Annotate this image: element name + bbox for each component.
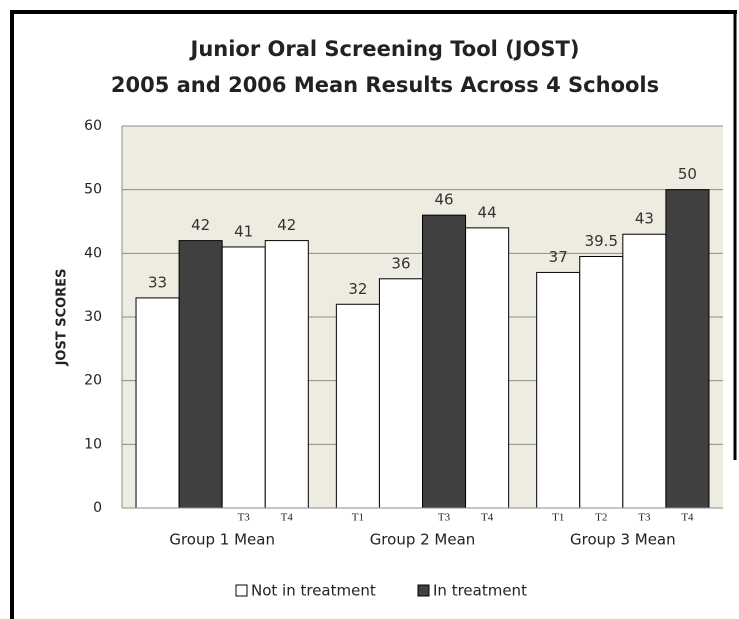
bar-label: T1: [352, 512, 364, 524]
bar: [665, 189, 710, 509]
bar: [135, 297, 180, 509]
bar: [378, 278, 424, 509]
bar-label: T1: [552, 512, 564, 524]
legend-label: Not in treatment: [251, 582, 376, 600]
bar: [622, 233, 667, 509]
value-label: 50: [678, 165, 697, 183]
value-label: 42: [191, 216, 210, 234]
y-tick-label: 50: [84, 182, 102, 198]
bar: [264, 240, 309, 509]
value-label: 46: [434, 191, 453, 209]
y-tick-label: 20: [84, 373, 102, 389]
bar: [422, 214, 467, 509]
bar-label: T3: [438, 512, 451, 524]
value-label: 43: [635, 210, 654, 228]
bar: [579, 256, 624, 509]
bar-label: T4: [681, 512, 694, 524]
y-tick-label: 0: [93, 500, 102, 516]
bar: [221, 246, 266, 509]
x-tick-label: Group 2 Mean: [370, 531, 476, 549]
x-tick-label: Group 1 Mean: [169, 531, 275, 549]
value-label: 44: [478, 203, 497, 221]
legend-swatch: [417, 584, 430, 597]
chart-title: Junior Oral Screening Tool (JOST): [189, 37, 580, 61]
value-label: 42: [277, 216, 296, 234]
bar: [536, 271, 581, 509]
y-tick-label: 40: [84, 245, 102, 261]
bar-label: T3: [638, 512, 651, 524]
value-label: 33: [148, 273, 167, 291]
bar: [178, 240, 223, 509]
value-label: 32: [348, 280, 367, 298]
legend-swatch: [235, 584, 248, 597]
x-tick-label: Group 3 Mean: [570, 531, 676, 549]
value-label: 37: [549, 248, 568, 266]
value-label: 41: [234, 222, 253, 240]
y-tick-label: 30: [84, 309, 102, 325]
bar: [465, 227, 510, 509]
legend-label: In treatment: [433, 582, 527, 600]
y-tick-label: 60: [84, 118, 102, 134]
value-label: 39.5: [585, 232, 618, 250]
bar-label: T4: [281, 512, 294, 524]
y-axis-label: JOST SCORES: [55, 269, 70, 367]
bar-label: T2: [595, 512, 607, 524]
chart-title: 2005 and 2006 Mean Results Across 4 Scho…: [111, 73, 659, 97]
bar: [335, 303, 380, 509]
value-label: 36: [391, 254, 410, 272]
bar-label: T4: [481, 512, 494, 524]
bar-label: T3: [238, 512, 251, 524]
y-tick-label: 10: [84, 436, 102, 452]
